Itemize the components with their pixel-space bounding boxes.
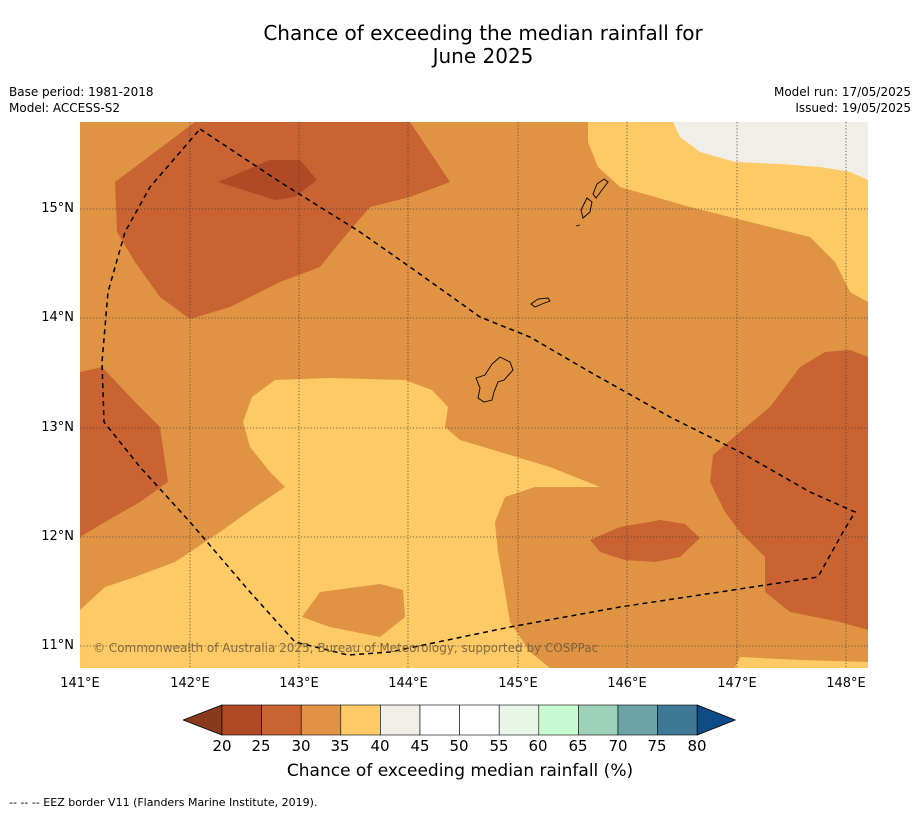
colorbar-cells	[183, 704, 736, 736]
base-period: Base period: 1981-2018	[9, 85, 154, 99]
issued-date: Issued: 19/05/2025	[795, 101, 911, 115]
colorbar-tick-75: 75	[647, 737, 667, 755]
colorbar-title-text: Chance of exceeding median rainfall (%)	[286, 761, 634, 781]
region-25-30-east	[710, 350, 868, 630]
colorbar-tick-80: 80	[687, 737, 707, 755]
lat-label-14n: 14°N	[41, 310, 74, 325]
colorbar-cell-25-30	[261, 704, 302, 736]
colorbar-tick-20: 20	[212, 737, 232, 755]
rota-island	[530, 297, 551, 308]
title-line-1: Chance of exceeding the median rainfall …	[263, 21, 703, 45]
region-35-40-south	[80, 378, 600, 668]
copyright-notice: © Commonwealth of Australia 2025, Bureau…	[93, 641, 599, 655]
lat-label-12n: 12°N	[41, 529, 74, 544]
eez-footnote: -- -- -- EEZ border V11 (Flanders Marine…	[9, 796, 318, 809]
model-run: Model run: 17/05/2025	[773, 85, 911, 99]
lon-label-147e: 147°E	[717, 676, 757, 691]
region-25-30-west	[80, 367, 168, 537]
gridlines	[80, 122, 868, 668]
colorbar-tick-35: 35	[330, 737, 350, 755]
region-40-45-northeast	[673, 122, 868, 180]
region-35-40-southeast-strip	[735, 657, 868, 668]
colorbar-tick-30: 30	[291, 737, 311, 755]
tinian-island	[580, 197, 593, 219]
chart-title: Chance of exceeding the median rainfall …	[0, 22, 919, 68]
lon-label-145e: 145°E	[498, 676, 538, 691]
saipan-island	[592, 178, 609, 199]
colorbar-cell-40-45	[380, 704, 421, 736]
title-line-2: June 2025	[432, 44, 534, 68]
meta-right: Model run: 17/05/2025 Issued: 19/05/2025	[774, 84, 911, 116]
region-35-40-northeast	[588, 122, 868, 302]
colorbar-tick-50: 50	[449, 737, 469, 755]
colorbar-tick-45: 45	[410, 737, 430, 755]
colorbar-tick-60: 60	[528, 737, 548, 755]
region-30-35-south-patch	[302, 584, 405, 637]
colorbar-extend-high	[696, 704, 736, 736]
colorbar-tick-40: 40	[370, 737, 390, 755]
lon-label-143e: 143°E	[279, 676, 319, 691]
colorbar-cell-45-50	[419, 704, 460, 736]
aguijan-island	[575, 224, 581, 227]
region-25-30-central-patch	[590, 520, 700, 562]
colorbar	[183, 704, 736, 736]
lon-label-146e: 146°E	[607, 676, 647, 691]
meta-left: Base period: 1981-2018 Model: ACCESS-S2	[9, 84, 154, 116]
lon-label-142e: 142°E	[170, 676, 210, 691]
lat-label-11n: 11°N	[41, 638, 74, 653]
colorbar-cell-65-70	[578, 704, 619, 736]
lat-label-15n: 15°N	[41, 201, 74, 216]
colorbar-cell-20-25	[221, 704, 262, 736]
colorbar-title: Chance of exceeding median rainfall (%)	[0, 761, 919, 781]
region-25-30-north	[115, 122, 450, 319]
lon-label-144e: 144°E	[388, 676, 428, 691]
colorbar-cell-60-65	[538, 704, 579, 736]
lat-label-13n: 13°N	[41, 420, 74, 435]
colorbar-cell-55-60	[498, 704, 540, 736]
colorbar-cell-75-80	[657, 704, 698, 736]
colorbar-cell-30-35	[300, 704, 342, 736]
colorbar-tick-70: 70	[608, 737, 628, 755]
colorbar-cell-50-55	[459, 704, 500, 736]
colorbar-cell-70-75	[617, 704, 658, 736]
colorbar-tick-65: 65	[568, 737, 588, 755]
colorbar-tick-25: 25	[251, 737, 271, 755]
lon-label-148e: 148°E	[826, 676, 866, 691]
model-name: Model: ACCESS-S2	[9, 101, 121, 115]
colorbar-tick-55: 55	[489, 737, 509, 755]
colorbar-cell-35-40	[340, 704, 381, 736]
forecast-map	[80, 122, 868, 668]
colorbar-extend-low	[183, 704, 223, 736]
guam-island	[475, 356, 514, 403]
lon-label-141e: 141°E	[60, 676, 100, 691]
eez-border	[101, 128, 857, 656]
